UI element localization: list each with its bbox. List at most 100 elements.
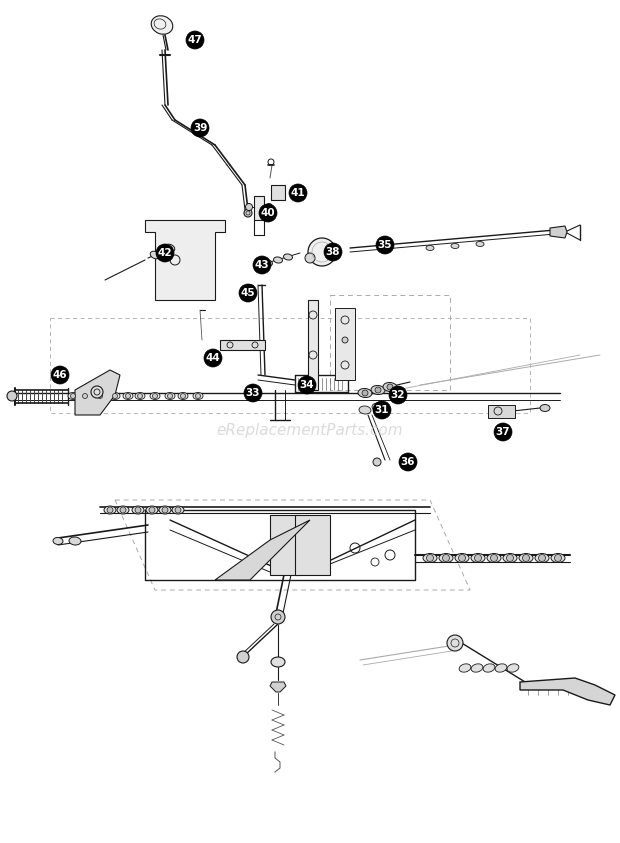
Ellipse shape [459, 663, 471, 672]
Circle shape [308, 238, 336, 266]
Circle shape [162, 507, 168, 513]
Text: 34: 34 [299, 380, 314, 390]
Circle shape [82, 394, 87, 399]
Ellipse shape [135, 393, 145, 400]
Text: 38: 38 [326, 247, 340, 257]
Circle shape [153, 394, 157, 399]
Ellipse shape [150, 251, 160, 259]
Ellipse shape [455, 554, 469, 562]
Ellipse shape [123, 393, 133, 400]
Ellipse shape [178, 393, 188, 400]
Text: 36: 36 [401, 457, 415, 467]
Text: 45: 45 [241, 288, 255, 298]
Ellipse shape [551, 554, 565, 562]
Ellipse shape [359, 406, 371, 414]
Ellipse shape [193, 393, 203, 400]
Text: 35: 35 [378, 240, 392, 250]
Circle shape [387, 384, 393, 390]
Ellipse shape [535, 554, 549, 562]
Circle shape [175, 507, 181, 513]
Polygon shape [520, 678, 615, 705]
Circle shape [447, 635, 463, 651]
Circle shape [342, 337, 348, 343]
Ellipse shape [483, 663, 495, 672]
Text: 39: 39 [193, 123, 207, 133]
Ellipse shape [271, 657, 285, 667]
Circle shape [289, 184, 307, 202]
Ellipse shape [371, 385, 385, 395]
Text: 32: 32 [391, 390, 405, 400]
Text: 40: 40 [260, 208, 275, 218]
Circle shape [494, 423, 512, 441]
Circle shape [112, 394, 118, 399]
Ellipse shape [157, 248, 167, 255]
Circle shape [443, 555, 450, 561]
Ellipse shape [423, 554, 437, 562]
Polygon shape [335, 308, 355, 380]
Ellipse shape [132, 506, 144, 514]
Text: 33: 33 [246, 388, 260, 398]
Circle shape [107, 507, 113, 513]
Ellipse shape [146, 506, 158, 514]
Circle shape [71, 394, 76, 399]
Text: 31: 31 [374, 405, 389, 415]
Ellipse shape [503, 554, 517, 562]
Ellipse shape [246, 284, 254, 292]
Circle shape [271, 610, 285, 624]
Circle shape [376, 236, 394, 254]
Circle shape [167, 394, 172, 399]
Ellipse shape [110, 393, 120, 400]
Ellipse shape [151, 16, 173, 35]
Circle shape [253, 256, 271, 274]
Circle shape [149, 507, 155, 513]
Circle shape [135, 507, 141, 513]
Circle shape [180, 394, 185, 399]
Ellipse shape [358, 389, 372, 398]
Circle shape [91, 386, 103, 398]
Ellipse shape [426, 245, 434, 250]
Polygon shape [270, 682, 286, 692]
Circle shape [399, 453, 417, 471]
Circle shape [373, 401, 391, 419]
Ellipse shape [264, 260, 272, 266]
Circle shape [523, 555, 529, 561]
Polygon shape [215, 520, 310, 580]
Circle shape [246, 203, 252, 211]
Ellipse shape [80, 393, 90, 400]
Ellipse shape [519, 554, 533, 562]
Ellipse shape [150, 393, 160, 400]
Polygon shape [220, 340, 265, 350]
Circle shape [375, 387, 381, 393]
Circle shape [191, 119, 209, 137]
Ellipse shape [471, 554, 485, 562]
Circle shape [539, 555, 546, 561]
Ellipse shape [165, 393, 175, 400]
Circle shape [373, 458, 381, 466]
Circle shape [259, 204, 277, 222]
Circle shape [362, 390, 368, 396]
Circle shape [51, 366, 69, 384]
Polygon shape [550, 226, 567, 238]
Ellipse shape [104, 506, 116, 514]
Text: 37: 37 [495, 427, 510, 437]
Ellipse shape [476, 241, 484, 246]
Text: 46: 46 [53, 370, 68, 380]
Circle shape [120, 507, 126, 513]
Circle shape [237, 651, 249, 663]
Text: 44: 44 [206, 353, 220, 363]
Ellipse shape [372, 403, 384, 411]
Circle shape [97, 394, 102, 399]
Ellipse shape [166, 244, 175, 252]
Ellipse shape [283, 254, 293, 260]
Polygon shape [271, 185, 285, 200]
Ellipse shape [159, 506, 171, 514]
Polygon shape [145, 220, 225, 300]
Circle shape [156, 244, 174, 262]
Circle shape [195, 394, 200, 399]
Circle shape [305, 253, 315, 263]
Ellipse shape [383, 383, 397, 391]
Polygon shape [270, 515, 300, 575]
Ellipse shape [451, 244, 459, 249]
Ellipse shape [540, 405, 550, 411]
Ellipse shape [68, 393, 78, 400]
